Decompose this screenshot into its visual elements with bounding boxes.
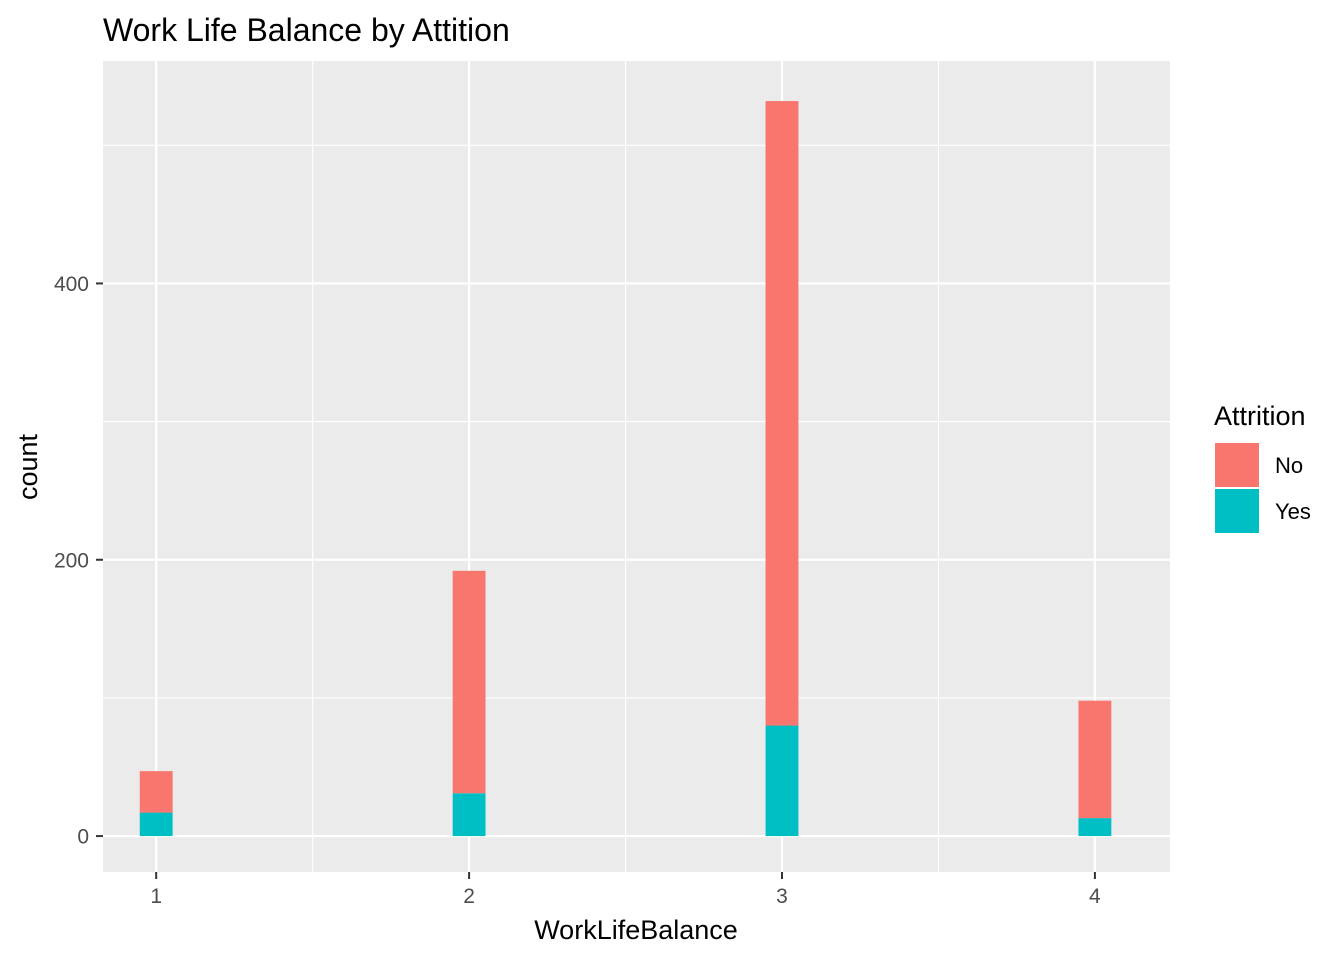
legend-title: Attrition <box>1214 401 1306 431</box>
x-tick-label: 1 <box>150 885 162 908</box>
y-axis-title: count <box>13 433 43 500</box>
y-tick-label: 400 <box>54 273 89 296</box>
bar-yes-3 <box>765 725 799 837</box>
bar-no-4 <box>1078 700 1112 819</box>
legend-key-yes <box>1215 489 1259 533</box>
bars <box>139 101 1112 837</box>
x-axis-title: WorkLifeBalance <box>534 915 738 945</box>
x-tick-label: 2 <box>463 885 475 908</box>
bar-no-1 <box>139 771 173 813</box>
legend-key-no <box>1215 443 1259 487</box>
bar-no-2 <box>452 570 486 794</box>
legend: Attrition No Yes <box>1214 401 1311 534</box>
plot-panel <box>103 61 1170 872</box>
chart-title: Work Life Balance by Attition <box>103 12 510 48</box>
y-tick-label: 0 <box>77 826 89 849</box>
bar-yes-1 <box>139 812 173 837</box>
y-axis: 0 200 400 <box>54 273 103 849</box>
x-axis: 1 2 3 4 <box>150 872 1101 908</box>
minor-gridlines <box>103 61 1170 872</box>
legend-label-yes: Yes <box>1275 499 1311 524</box>
x-tick-label: 3 <box>776 885 788 908</box>
bar-yes-4 <box>1078 818 1112 837</box>
legend-label-no: No <box>1275 453 1303 478</box>
x-tick-label: 4 <box>1089 885 1101 908</box>
bar-yes-2 <box>452 793 486 837</box>
y-tick-label: 200 <box>54 549 89 572</box>
bar-no-3 <box>765 101 799 726</box>
